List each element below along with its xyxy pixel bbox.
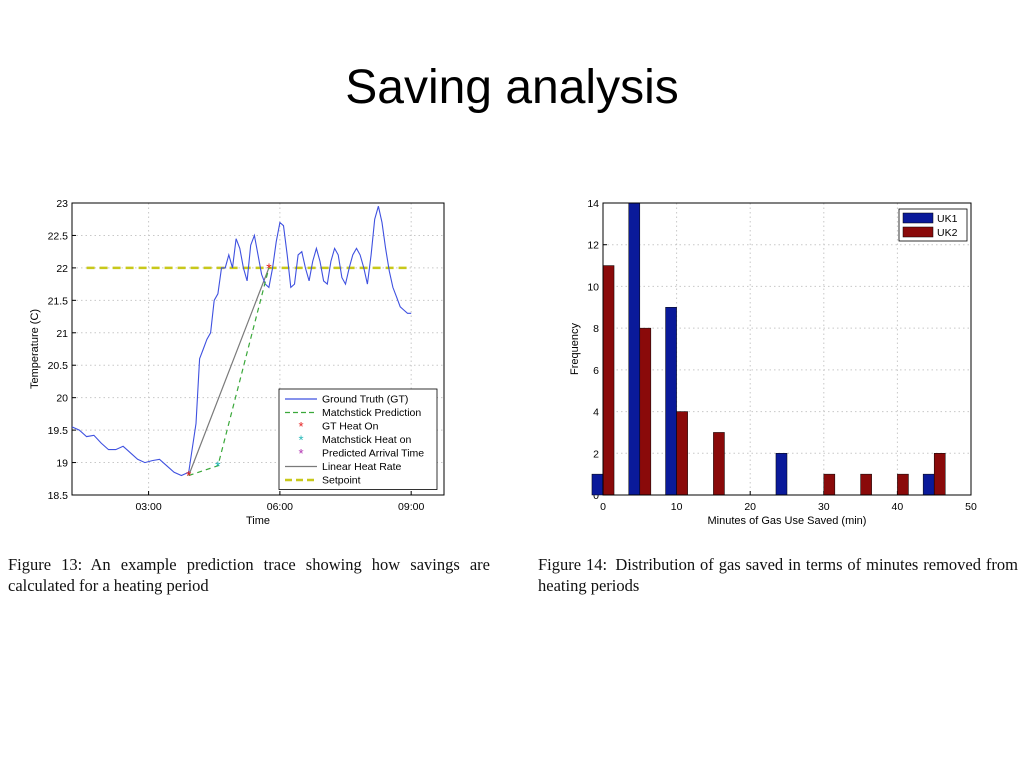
legend-swatch: * xyxy=(298,419,303,434)
figure-14-label: Figure 14: xyxy=(538,555,608,574)
figure-13-caption: Figure 13: An example prediction trace sh… xyxy=(8,554,490,596)
gt-heat-on-marker: * xyxy=(186,468,192,484)
legend-label: Linear Heat Rate xyxy=(322,461,402,473)
bar-uk1 xyxy=(591,473,604,496)
legend-label: Matchstick Heat on xyxy=(322,434,411,446)
legend-label: Predicted Arrival Time xyxy=(322,448,424,460)
y-axis-label: Frequency xyxy=(569,323,581,375)
y-tick-label: 19.5 xyxy=(48,425,69,437)
y-tick-label: 23 xyxy=(56,198,68,210)
figure-14-caption: Figure 14: Distribution of gas saved in t… xyxy=(538,554,1018,596)
legend-box xyxy=(278,388,438,490)
plot-frame xyxy=(602,202,972,496)
y-tick-label: 21.5 xyxy=(48,295,69,307)
y-tick-label: 2 xyxy=(593,448,599,460)
y-tick-label: 20 xyxy=(56,393,68,405)
legend-label: Setpoint xyxy=(322,475,361,487)
matchstick-heat-on-marker: * xyxy=(215,458,221,474)
bar-uk2 xyxy=(676,411,688,496)
figure-13-label: Figure 13: xyxy=(8,555,83,574)
bar-uk2 xyxy=(897,473,909,496)
x-tick-label: 50 xyxy=(965,501,977,513)
legend-swatch: * xyxy=(298,446,303,461)
y-tick-label: 4 xyxy=(593,407,599,419)
x-tick-label: 30 xyxy=(818,501,830,513)
y-tick-label: 18.5 xyxy=(48,490,69,502)
y-tick-label: 0 xyxy=(593,490,599,502)
x-tick-label: 40 xyxy=(892,501,904,513)
legend-label: GT Heat On xyxy=(322,421,379,433)
y-tick-label: 22 xyxy=(56,263,68,275)
plot-area xyxy=(603,203,971,495)
y-tick-label: 22.5 xyxy=(48,230,69,242)
legend-swatch xyxy=(902,212,934,224)
x-tick-label: 0 xyxy=(600,501,606,513)
bar-uk1 xyxy=(922,473,935,496)
legend-swatch xyxy=(902,226,934,238)
bar-uk2 xyxy=(823,473,836,496)
bar-uk2 xyxy=(860,473,872,496)
x-tick-label: 06:00 xyxy=(267,501,293,513)
y-axis-label: Temperature (C) xyxy=(29,309,41,389)
temperature-trace-chart: 18.5 19 19.5 20 20.5 21 21.5 22 22.5 23 03:00 06:00… xyxy=(29,198,445,527)
bar-uk1 xyxy=(628,202,641,496)
gt-heat-on-marker: * xyxy=(266,260,272,276)
legend-label: UK1 xyxy=(937,213,958,225)
x-tick-label: 20 xyxy=(744,501,756,513)
x-tick-label: 03:00 xyxy=(135,501,161,513)
y-tick-label: 21 xyxy=(56,328,68,340)
bar-uk2 xyxy=(602,265,615,496)
linear-heat-rate-line xyxy=(188,267,270,476)
legend-swatch: * xyxy=(298,433,303,448)
y-tick-label: 20.5 xyxy=(48,360,69,372)
bar-uk1 xyxy=(665,307,677,496)
legend-label: Ground Truth (GT) xyxy=(322,394,408,406)
y-tick-label: 14 xyxy=(587,198,599,210)
bar-uk2 xyxy=(639,327,652,496)
y-tick-label: 6 xyxy=(593,365,599,377)
gas-saved-histogram: 0 2 4 6 8 10 12 14 0 10 20 30 40 50 Minutes of Gas Use… xyxy=(569,198,977,527)
x-tick-label: 09:00 xyxy=(398,501,424,513)
figure-14-text: Distribution of gas saved in terms of mi… xyxy=(538,555,1018,595)
legend-label: UK2 xyxy=(937,227,958,239)
matchstick-prediction-line xyxy=(188,267,270,477)
figure-13-text: An example prediction trace showing how … xyxy=(8,555,490,595)
y-tick-label: 10 xyxy=(587,281,599,293)
bar-uk2 xyxy=(933,453,946,496)
x-tick-label: 10 xyxy=(671,501,683,513)
y-tick-label: 12 xyxy=(587,240,599,252)
plot-frame xyxy=(71,202,445,496)
x-axis-label: Time xyxy=(246,515,270,527)
bar-uk1 xyxy=(775,453,788,496)
slide-title: Saving analysis xyxy=(345,61,679,114)
y-tick-label: 19 xyxy=(56,458,68,470)
bar-uk2 xyxy=(713,432,725,496)
legend-label: Matchstick Prediction xyxy=(322,407,421,419)
x-axis-label: Minutes of Gas Use Saved (min) xyxy=(708,515,867,527)
y-tick-label: 8 xyxy=(593,323,599,335)
ground-truth-line xyxy=(71,206,412,477)
